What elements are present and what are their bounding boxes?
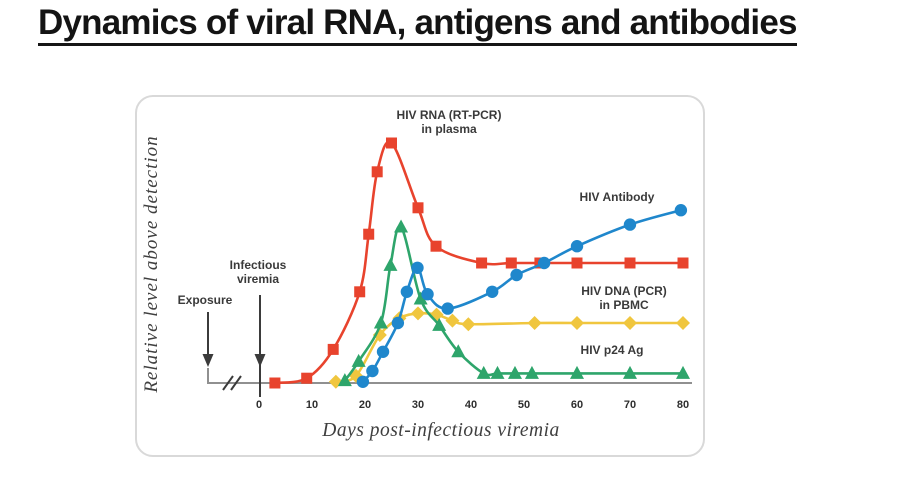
triangle-marker-icon — [451, 344, 466, 358]
square-marker-icon — [430, 240, 442, 252]
square-marker-icon — [412, 202, 424, 214]
triangle-marker-icon — [570, 365, 584, 379]
series-label-hiv-antibody: HIV Antibody — [579, 190, 655, 204]
diamond-marker-icon — [623, 316, 637, 330]
circle-marker-icon — [674, 204, 688, 217]
x-tick-label: 60 — [570, 399, 584, 411]
series-label-hiv-dna: HIV DNA (PCR) in PBMC — [581, 284, 667, 312]
x-tick-label: 50 — [517, 399, 531, 411]
circle-marker-icon — [623, 218, 637, 231]
x-tick-label: 10 — [305, 399, 319, 411]
series-label-hiv-rna: HIV RNA (RT-PCR) in plasma — [396, 108, 502, 136]
square-marker-icon — [354, 286, 366, 298]
diamond-marker-icon — [461, 317, 476, 332]
square-marker-icon — [371, 166, 383, 178]
triangle-marker-icon — [383, 257, 398, 271]
triangle-marker-icon — [432, 317, 447, 331]
infectious-viremia-annotation: Infectious viremia — [229, 258, 287, 286]
diamond-marker-icon — [527, 316, 542, 330]
square-marker-icon — [363, 228, 375, 240]
x-axis-label: Days post-infectious viremia — [322, 420, 560, 441]
triangle-marker-icon — [373, 315, 388, 329]
chart-plot-area — [202, 137, 692, 397]
triangle-marker-icon — [524, 365, 539, 379]
x-tick-label: 40 — [464, 399, 478, 411]
circle-marker-icon — [570, 240, 584, 253]
square-marker-icon — [571, 257, 583, 269]
circle-marker-icon — [376, 345, 390, 358]
triangle-marker-icon — [476, 365, 491, 379]
x-tick-label: 70 — [623, 399, 637, 411]
circle-marker-icon — [537, 256, 551, 270]
y-axis-label: Relative level above detection — [141, 135, 162, 393]
circle-marker-icon — [400, 285, 414, 298]
triangle-marker-icon — [490, 365, 505, 379]
circle-marker-icon — [421, 288, 434, 301]
x-tick-label: 80 — [676, 399, 690, 411]
circle-marker-icon — [391, 316, 405, 330]
series-label-hiv-p24: HIV p24 Ag — [580, 343, 644, 357]
infectious-viremia-arrowhead-icon — [254, 354, 266, 367]
diamond-marker-icon — [445, 313, 460, 328]
circle-marker-icon — [356, 375, 370, 388]
triangle-marker-icon — [623, 365, 637, 379]
circle-marker-icon — [486, 285, 499, 298]
square-marker-icon — [301, 372, 313, 384]
triangle-marker-icon — [507, 365, 522, 379]
circle-marker-icon — [366, 364, 379, 378]
triangle-marker-icon — [351, 353, 366, 367]
triangle-marker-icon — [413, 291, 428, 305]
exposure-annotation: Exposure — [177, 293, 233, 307]
triangle-marker-icon — [337, 373, 352, 387]
diamond-marker-icon — [676, 316, 690, 330]
x-tick-label: 30 — [411, 399, 425, 411]
square-marker-icon — [327, 343, 339, 355]
exposure-arrowhead-icon — [202, 354, 214, 367]
triangle-marker-icon — [394, 219, 409, 233]
axis-lines — [207, 368, 692, 384]
square-marker-icon — [269, 377, 281, 389]
square-marker-icon — [386, 137, 397, 149]
slide-title: Dynamics of viral RNA, antigens and anti… — [38, 3, 797, 46]
square-marker-icon — [624, 257, 636, 269]
square-marker-icon — [677, 257, 689, 269]
x-tick-label: 0 — [255, 399, 263, 411]
triangle-marker-icon — [676, 365, 690, 379]
square-marker-icon — [476, 257, 488, 269]
circle-marker-icon — [441, 302, 454, 315]
diamond-marker-icon — [570, 316, 584, 330]
axis-break-icon — [222, 375, 242, 391]
circle-marker-icon — [411, 261, 424, 274]
circle-marker-icon — [510, 268, 523, 282]
diamond-marker-icon — [411, 306, 425, 321]
x-tick-label: 20 — [358, 399, 372, 411]
square-marker-icon — [505, 257, 517, 269]
diamond-marker-icon — [429, 307, 444, 322]
